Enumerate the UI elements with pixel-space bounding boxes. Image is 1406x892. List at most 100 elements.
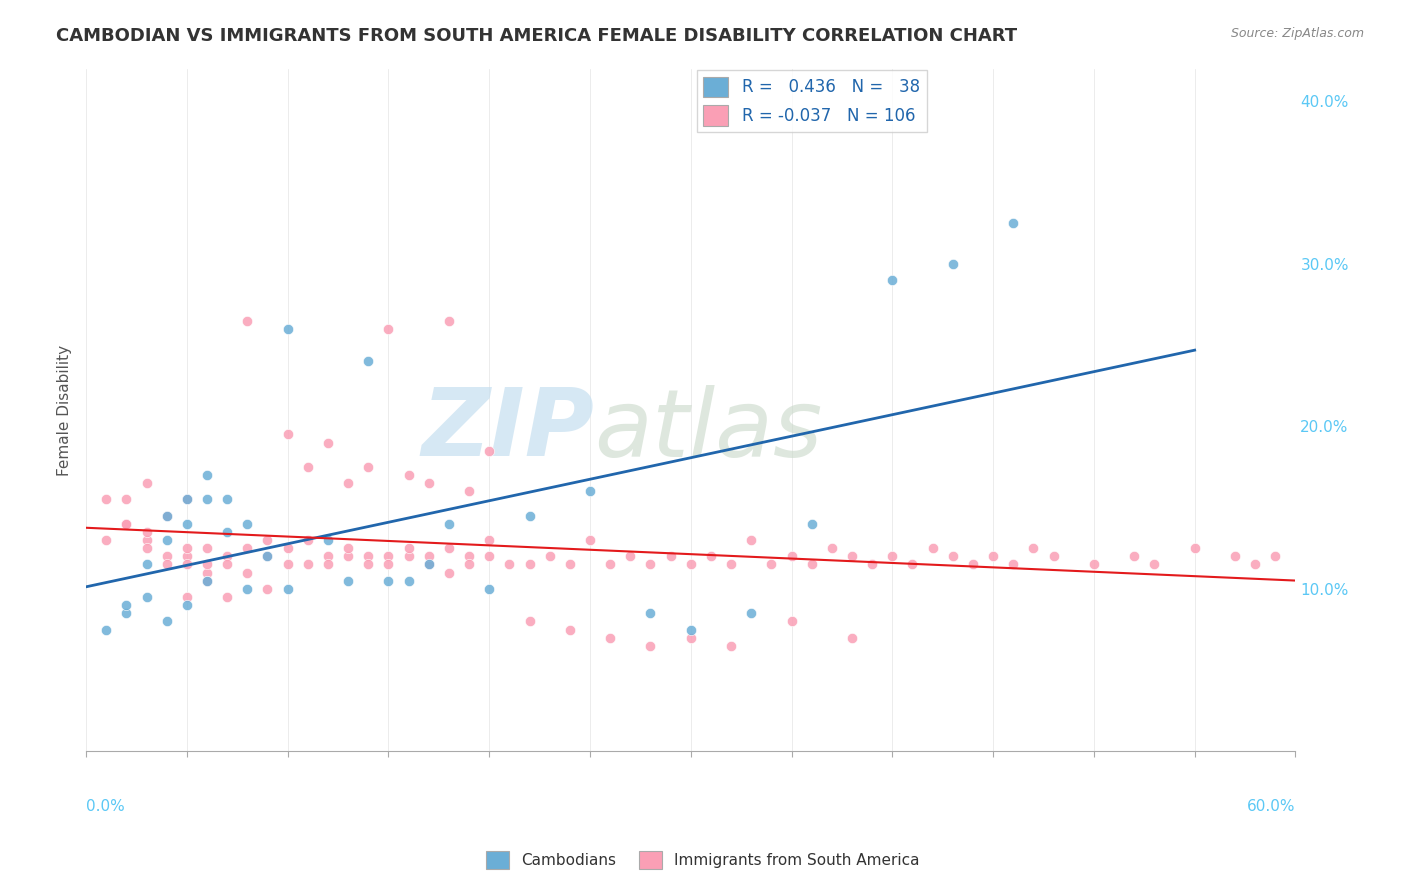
Point [236,582,259,596]
Point [316,558,339,572]
Point [377,549,399,564]
Point [882,549,904,564]
Point [297,459,319,474]
Point [377,321,399,335]
Point [579,484,602,499]
Point [761,558,783,572]
Point [901,558,924,572]
Point [176,558,198,572]
Point [115,598,138,612]
Point [398,574,420,588]
Point [841,549,863,564]
Point [418,476,440,491]
Point [740,607,762,621]
Point [418,558,440,572]
Point [942,549,965,564]
Point [277,582,299,596]
Point [96,533,118,547]
Point [156,508,179,523]
Point [156,558,179,572]
Text: Source: ZipAtlas.com: Source: ZipAtlas.com [1230,27,1364,40]
Point [579,533,602,547]
Point [156,533,179,547]
Point [195,541,218,556]
Point [458,484,481,499]
Point [740,533,762,547]
Legend: Cambodians, Immigrants from South America: Cambodians, Immigrants from South Americ… [479,845,927,875]
Point [458,558,481,572]
Point [316,435,339,450]
Point [236,516,259,531]
Point [437,541,460,556]
Text: CAMBODIAN VS IMMIGRANTS FROM SOUTH AMERICA FEMALE DISABILITY CORRELATION CHART: CAMBODIAN VS IMMIGRANTS FROM SOUTH AMERI… [56,27,1018,45]
Point [115,516,138,531]
Point [418,549,440,564]
Point [679,558,702,572]
Point [195,574,218,588]
Point [316,549,339,564]
Point [860,558,883,572]
Point [377,558,399,572]
Point [176,590,198,604]
Point [236,541,259,556]
Point [478,549,501,564]
Point [217,492,239,507]
Point [700,549,723,564]
Point [398,549,420,564]
Point [96,492,118,507]
Point [337,541,360,556]
Point [176,516,198,531]
Point [217,524,239,539]
Point [316,533,339,547]
Point [478,582,501,596]
Point [720,558,742,572]
Point [1083,558,1105,572]
Point [236,313,259,327]
Point [337,549,360,564]
Point [640,607,662,621]
Point [236,566,259,580]
Point [135,590,157,604]
Point [437,516,460,531]
Point [1123,549,1146,564]
Point [176,541,198,556]
Point [619,549,641,564]
Text: ZIP: ZIP [422,384,593,476]
Point [882,273,904,287]
Point [256,549,278,564]
Point [337,476,360,491]
Point [398,468,420,483]
Point [679,623,702,637]
Point [277,321,299,335]
Point [297,558,319,572]
Point [115,492,138,507]
Point [558,623,581,637]
Point [176,549,198,564]
Point [659,549,682,564]
Point [599,558,621,572]
Point [981,549,1004,564]
Point [1244,558,1267,572]
Point [256,549,278,564]
Point [115,607,138,621]
Point [135,524,157,539]
Point [498,558,520,572]
Point [640,558,662,572]
Point [135,533,157,547]
Point [217,558,239,572]
Point [337,574,360,588]
Point [558,558,581,572]
Point [538,549,561,564]
Point [195,566,218,580]
Point [519,558,541,572]
Point [217,549,239,564]
Point [277,541,299,556]
Point [176,598,198,612]
Point [195,492,218,507]
Point [1042,549,1064,564]
Point [135,541,157,556]
Point [357,558,380,572]
Point [1223,549,1246,564]
Point [256,582,278,596]
Point [398,541,420,556]
